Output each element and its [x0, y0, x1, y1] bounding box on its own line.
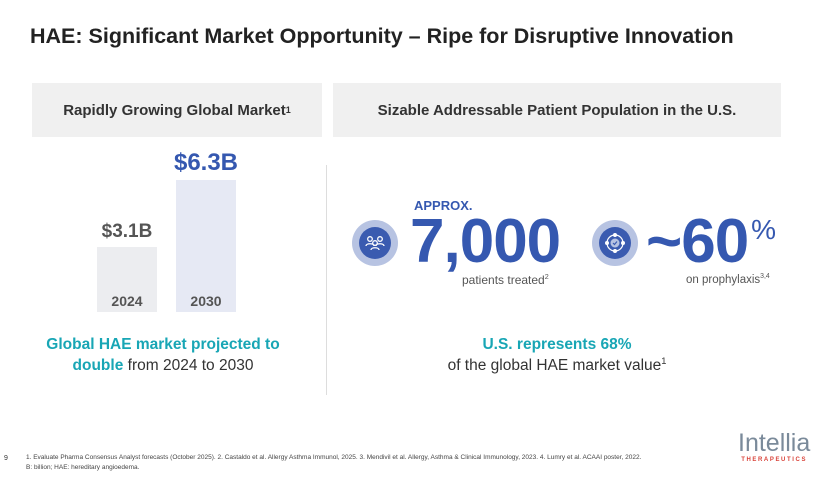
- left-header-text: Rapidly Growing Global Market: [63, 101, 286, 119]
- percent-sign: %: [751, 214, 777, 245]
- logo-wordmark: Intellia: [738, 429, 811, 457]
- footnote-ref: 1: [661, 355, 667, 366]
- prophylaxis-stat: ~60 %: [646, 207, 777, 276]
- caption-line1: Global HAE market projected to: [46, 336, 280, 353]
- bar-category-label: 2024: [111, 292, 143, 309]
- cycle-check-icon: [592, 220, 638, 266]
- prophylaxis-label: on prophylaxis3,4: [686, 273, 770, 287]
- us-summary: U.S. represents 68% of the global HAE ma…: [333, 334, 781, 376]
- right-section-header: Sizable Addressable Patient Population i…: [333, 83, 781, 137]
- footnote-ref: 2: [544, 272, 549, 281]
- prophylaxis-value: ~60: [646, 207, 749, 276]
- people-group-icon: [352, 220, 398, 266]
- footnote-1: 1. Evaluate Pharma Consensus Analyst for…: [26, 454, 642, 461]
- bar-category-label: 2030: [190, 293, 222, 309]
- prophylaxis-label-text: on prophylaxis: [686, 274, 761, 286]
- left-section-header: Rapidly Growing Global Market 1: [32, 83, 322, 137]
- patients-label-text: patients treated: [462, 273, 545, 287]
- bar-value-label: $6.3B: [173, 148, 239, 176]
- footnote-ref: 3,4: [760, 273, 770, 281]
- summary-rest: of the global HAE market value: [447, 357, 662, 374]
- logo-subtext: THERAPEUTICS: [741, 457, 808, 463]
- approx-label: APPROX.: [414, 198, 473, 213]
- divider: [326, 165, 327, 395]
- footnote-2: B: billion; HAE: hereditary angioedema.: [26, 464, 140, 471]
- bar-value-label: $3.1B: [101, 221, 153, 243]
- patients-value: 7,000: [410, 207, 561, 276]
- bar-2030: 2030: [176, 180, 236, 312]
- page-number: 9: [4, 455, 8, 462]
- caption-emph: double: [72, 357, 124, 374]
- caption-rest: from 2024 to 2030: [123, 357, 254, 374]
- summary-line1: U.S. represents 68%: [482, 336, 632, 353]
- patients-label: patients treated2: [462, 273, 549, 287]
- intellia-logo: Intellia THERAPEUTICS: [738, 430, 810, 464]
- slide-title: HAE: Significant Market Opportunity – Ri…: [30, 24, 734, 48]
- bar-2024: 2024: [97, 247, 157, 312]
- market-caption: Global HAE market projected to double fr…: [0, 334, 326, 376]
